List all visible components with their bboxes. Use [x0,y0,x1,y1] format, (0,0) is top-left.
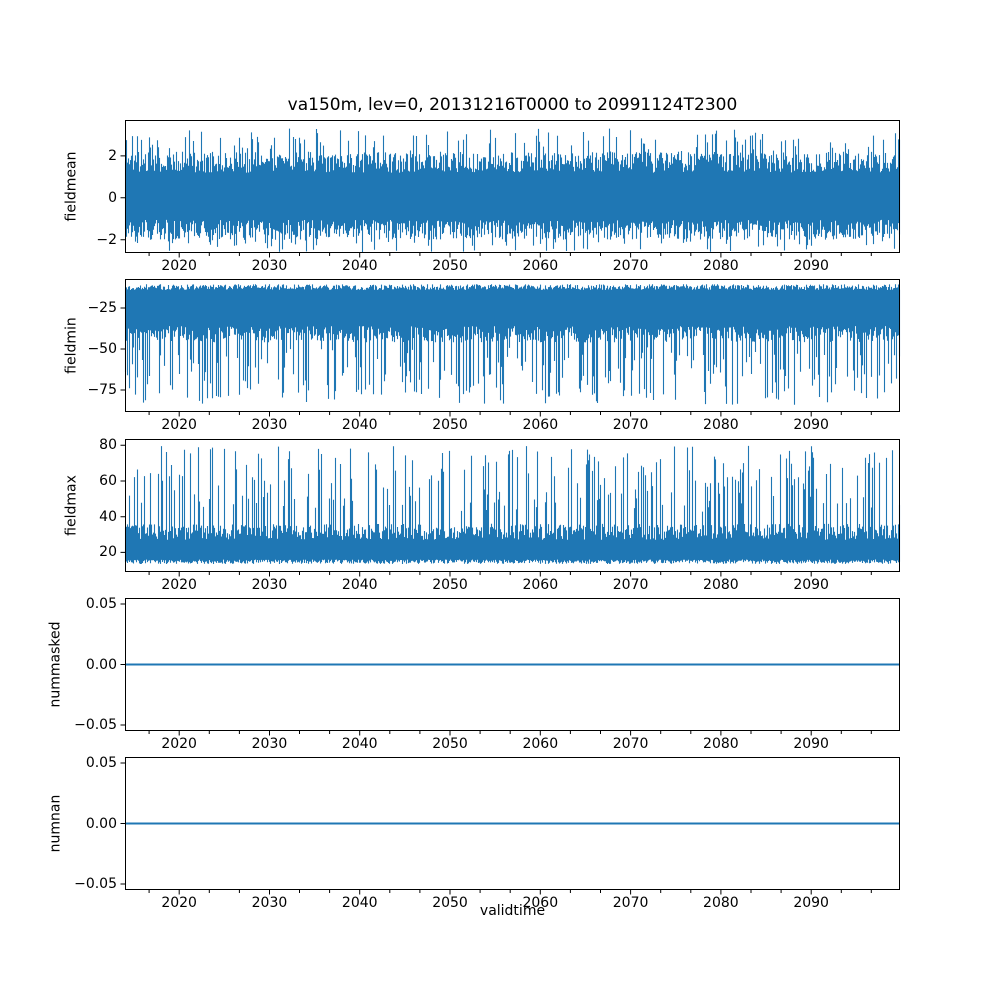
y-tick-label: 2 [108,147,117,164]
x-tick-label: 2060 [522,258,559,274]
axes-fieldmin [120,279,901,417]
x-tick-label: 2070 [612,736,649,752]
axes-frame [125,120,900,253]
x-tick-label: 2080 [703,258,739,274]
axes-fieldmean [120,120,901,258]
x-tick-label: 2020 [161,577,197,593]
y-tick-label: 40 [99,508,117,525]
x-tick-label: 2020 [161,258,197,274]
y-tick-label: 60 [99,472,117,489]
y-tick-label: −2 [96,231,117,248]
x-tick-label: 2070 [612,417,649,433]
x-tick-label: 2060 [522,736,559,752]
x-tick-label: 2090 [793,577,829,593]
ylabel-nummasked: nummasked [47,621,64,708]
axes-frame [125,757,900,890]
x-tick-label: 2020 [161,736,197,752]
y-tick-label: −25 [87,300,117,317]
x-tick-label: 2040 [341,417,378,433]
x-tick-label: 2070 [612,258,649,274]
x-tick-label: 2030 [251,577,288,593]
y-tick-label: 20 [99,544,117,561]
x-tick-label: 2030 [251,417,288,433]
x-tick-label: 2060 [522,577,559,593]
axes-frame [125,598,900,731]
tick-marks [120,603,872,736]
x-tick-label: 2050 [432,577,468,593]
x-tick-label: 2040 [341,258,378,274]
y-tick-label: −50 [87,341,117,358]
ylabel-fieldmax: fieldmax [63,475,80,536]
x-tick-label: 2030 [251,736,288,752]
tick-marks [120,307,872,417]
y-tick-label: −75 [87,382,117,399]
x-tick-label: 2050 [432,417,468,433]
x-tick-label: 2020 [161,417,197,433]
tick-marks [120,155,872,258]
axes-fieldmax [120,439,901,577]
y-tick-label: 0.00 [85,656,117,673]
figure-title: va150m, lev=0, 20131216T0000 to 20991124… [287,95,738,115]
ylabel-fieldmean: fieldmean [63,151,80,222]
x-tick-label: 2040 [341,577,378,593]
tick-marks [120,444,872,577]
x-axis-label: validtime [479,903,546,919]
x-tick-label: 2080 [703,577,739,593]
data-series-fieldmax [124,445,901,564]
x-tick-label: 2050 [432,736,468,752]
axes-frame [125,439,900,572]
axes-nummasked [120,598,900,736]
y-tick-label: 0.05 [85,755,117,772]
data-series-fieldmean [124,128,901,253]
x-tick-label: 2080 [703,417,739,433]
y-tick-label: 0.05 [85,596,117,613]
x-tick-label: 2060 [522,417,559,433]
data-series-fieldmin [124,284,901,405]
y-tick-label: −0.05 [74,716,117,733]
x-tick-label: 2090 [793,258,829,274]
y-tick-label: −0.05 [74,875,117,892]
x-tick-label: 2090 [793,417,829,433]
x-tick-label: 2070 [612,577,649,593]
x-tick-label: 2080 [703,736,739,752]
axes-frame [125,279,900,412]
ylabel-fieldmin: fieldmin [63,317,80,374]
y-tick-label: 0 [108,189,117,206]
x-tick-label: 2040 [341,736,378,752]
tick-marks [120,762,872,895]
axes-numnan [120,757,900,895]
ylabel-numnan: numnan [47,794,64,853]
x-tick-label: 2090 [793,736,829,752]
x-tick-label: 2050 [432,258,468,274]
y-tick-label: 80 [99,437,117,454]
y-tick-label: 0.00 [85,815,117,832]
x-tick-label: 2030 [251,258,288,274]
